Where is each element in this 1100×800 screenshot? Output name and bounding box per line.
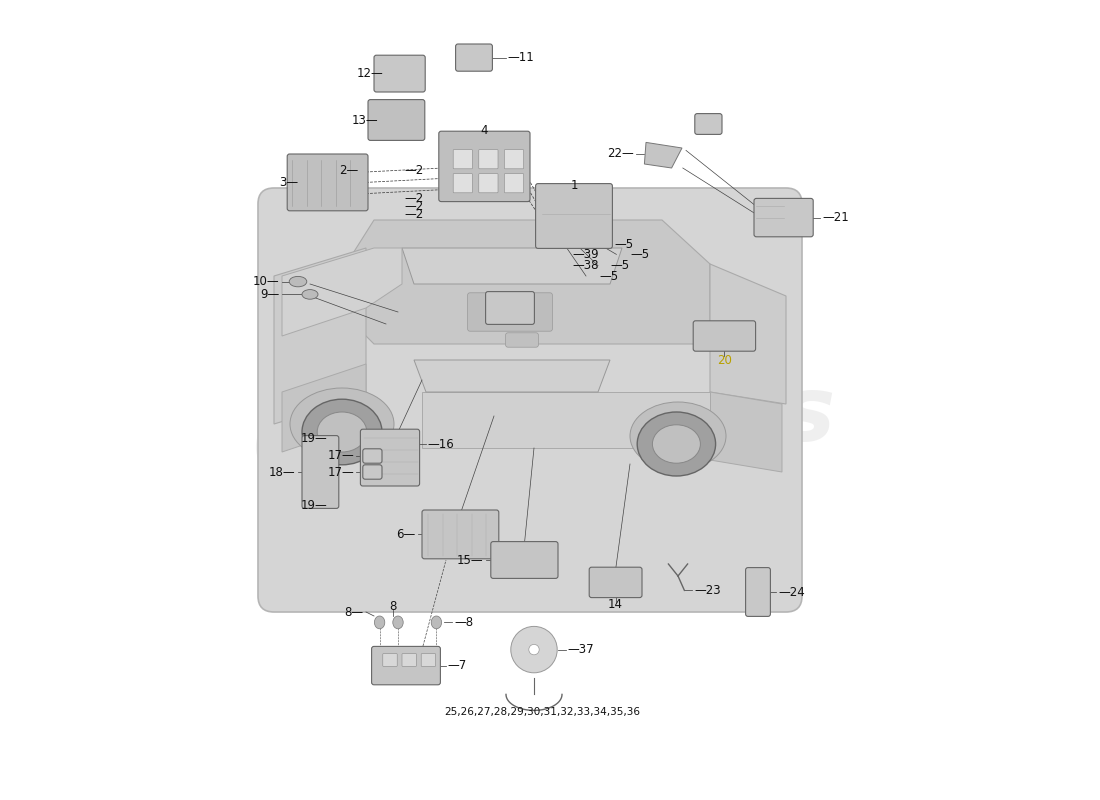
Text: 13—: 13— [351,114,378,126]
FancyBboxPatch shape [693,321,756,351]
FancyBboxPatch shape [695,114,722,134]
FancyBboxPatch shape [505,150,524,169]
Text: 2—: 2— [339,164,358,177]
Polygon shape [282,248,402,336]
FancyBboxPatch shape [478,150,498,169]
FancyBboxPatch shape [590,567,642,598]
FancyBboxPatch shape [361,429,419,486]
Text: 15—: 15— [456,554,484,566]
FancyBboxPatch shape [372,646,440,685]
FancyBboxPatch shape [468,293,552,331]
FancyBboxPatch shape [754,198,813,237]
Text: 9—: 9— [261,288,279,301]
FancyBboxPatch shape [453,150,472,169]
Text: —5: —5 [614,238,634,250]
FancyBboxPatch shape [485,291,535,325]
FancyBboxPatch shape [455,44,493,71]
Text: 17—: 17— [328,450,354,462]
FancyBboxPatch shape [746,568,770,616]
Polygon shape [422,392,710,448]
FancyBboxPatch shape [258,188,802,612]
Text: 22—: 22— [607,147,634,160]
Text: —2: —2 [405,200,424,213]
Text: 25,26,27,28,29,30,31,32,33,34,35,36: 25,26,27,28,29,30,31,32,33,34,35,36 [444,707,640,717]
Polygon shape [710,392,782,472]
Text: —11: —11 [507,51,535,64]
Ellipse shape [637,412,716,476]
Ellipse shape [431,616,441,629]
Text: 17—: 17— [328,466,354,478]
FancyBboxPatch shape [402,654,417,666]
Ellipse shape [289,276,307,286]
Text: —2: —2 [405,192,424,205]
Text: —39: —39 [572,248,600,261]
Text: 6—: 6— [396,528,416,541]
Text: 12—: 12— [356,67,384,80]
FancyBboxPatch shape [363,449,382,463]
Polygon shape [645,142,682,168]
FancyBboxPatch shape [505,174,524,193]
FancyBboxPatch shape [439,131,530,202]
Text: —16: —16 [428,438,454,450]
Ellipse shape [302,399,382,465]
Text: —37: —37 [568,643,594,656]
Ellipse shape [302,290,318,299]
FancyBboxPatch shape [536,184,613,248]
Text: —2: —2 [405,164,424,177]
Text: 19—: 19— [301,499,328,512]
Ellipse shape [652,425,701,463]
Text: —2: —2 [405,208,424,221]
Text: euro: euro [251,387,529,493]
Ellipse shape [529,645,539,654]
FancyBboxPatch shape [287,154,368,210]
Polygon shape [282,364,366,452]
Polygon shape [710,264,786,404]
FancyBboxPatch shape [491,542,558,578]
Ellipse shape [317,412,366,452]
Text: 8—: 8— [344,606,364,618]
FancyBboxPatch shape [302,435,339,509]
Polygon shape [326,220,710,344]
Ellipse shape [510,626,558,673]
Text: 10—: 10— [253,275,279,288]
FancyBboxPatch shape [383,654,397,666]
Text: —38: —38 [572,259,598,272]
FancyBboxPatch shape [422,510,498,559]
Text: —21: —21 [822,211,849,224]
FancyBboxPatch shape [453,174,472,193]
FancyBboxPatch shape [363,465,382,479]
Text: —8: —8 [454,616,473,629]
FancyBboxPatch shape [421,654,436,666]
Text: 8: 8 [389,600,397,613]
Text: —23: —23 [694,584,720,597]
Ellipse shape [630,402,726,470]
Text: 20: 20 [717,354,732,366]
Text: —24: —24 [778,586,805,598]
Text: 3—: 3— [279,176,298,189]
Text: —5: —5 [630,248,649,261]
Polygon shape [402,248,622,284]
FancyBboxPatch shape [368,100,425,141]
Text: 1: 1 [570,179,578,192]
Text: 19—: 19— [301,432,328,445]
Ellipse shape [393,616,404,629]
Text: ares: ares [616,372,836,460]
Ellipse shape [290,388,394,460]
Text: 4: 4 [481,124,488,137]
FancyBboxPatch shape [374,55,426,92]
Text: 14: 14 [608,598,623,611]
Text: 18—: 18— [270,466,296,478]
FancyBboxPatch shape [506,333,538,347]
FancyBboxPatch shape [478,174,498,193]
Text: a passion for parts since 1985: a passion for parts since 1985 [503,426,789,534]
Ellipse shape [374,616,385,629]
Text: —5: —5 [610,259,630,272]
Text: —5: —5 [600,270,618,282]
Text: —7: —7 [448,659,466,672]
Polygon shape [274,248,366,424]
Polygon shape [414,360,611,392]
